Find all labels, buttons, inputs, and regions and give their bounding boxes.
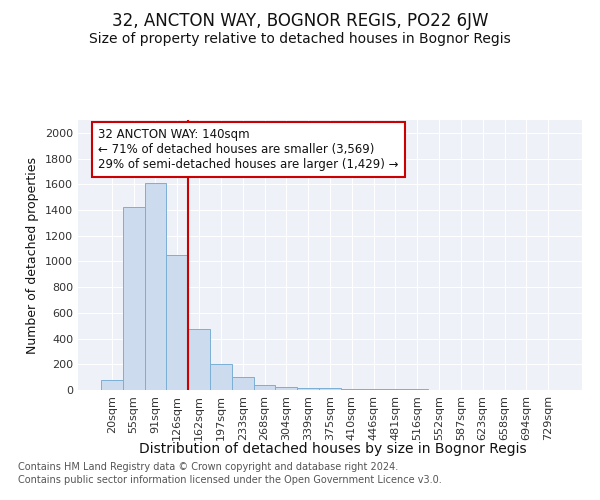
- Bar: [363, 389, 385, 390]
- Bar: [275, 387, 297, 390]
- Bar: [232, 376, 254, 390]
- Text: Contains HM Land Registry data © Crown copyright and database right 2024.: Contains HM Land Registry data © Crown c…: [18, 462, 398, 472]
- Bar: [254, 385, 275, 390]
- Text: Size of property relative to detached houses in Bognor Regis: Size of property relative to detached ho…: [89, 32, 511, 46]
- Bar: [145, 183, 166, 390]
- Bar: [166, 255, 188, 390]
- Bar: [385, 389, 406, 390]
- Bar: [101, 380, 123, 390]
- Y-axis label: Number of detached properties: Number of detached properties: [26, 156, 40, 354]
- Text: Distribution of detached houses by size in Bognor Regis: Distribution of detached houses by size …: [139, 442, 527, 456]
- Text: 32, ANCTON WAY, BOGNOR REGIS, PO22 6JW: 32, ANCTON WAY, BOGNOR REGIS, PO22 6JW: [112, 12, 488, 30]
- Bar: [297, 388, 319, 390]
- Bar: [319, 388, 341, 390]
- Bar: [210, 364, 232, 390]
- Text: 32 ANCTON WAY: 140sqm
← 71% of detached houses are smaller (3,569)
29% of semi-d: 32 ANCTON WAY: 140sqm ← 71% of detached …: [98, 128, 398, 171]
- Bar: [341, 388, 363, 390]
- Text: Contains public sector information licensed under the Open Government Licence v3: Contains public sector information licen…: [18, 475, 442, 485]
- Bar: [188, 329, 210, 390]
- Bar: [123, 208, 145, 390]
